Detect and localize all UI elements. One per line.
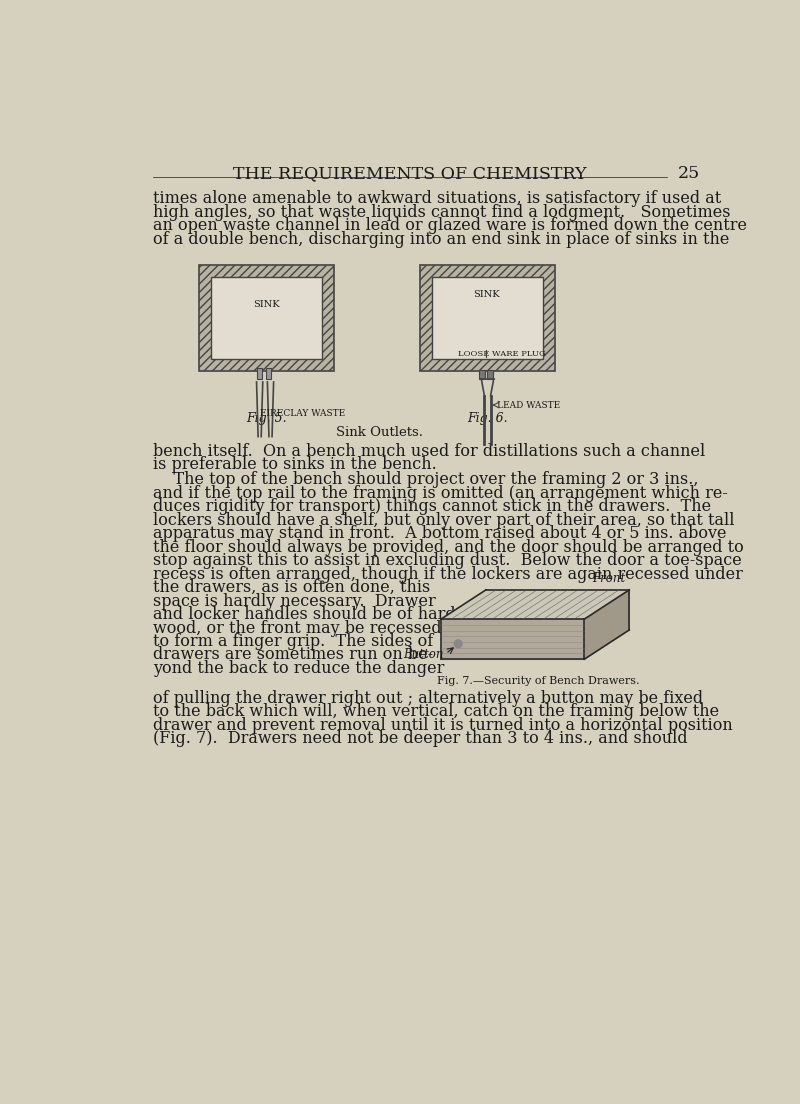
Text: Fig. 6.: Fig. 6. — [467, 412, 508, 425]
Text: drawers are sometimes run on be-: drawers are sometimes run on be- — [153, 647, 433, 664]
Text: of pulling the drawer right out ; alternatively a button may be fixed: of pulling the drawer right out ; altern… — [153, 690, 703, 707]
Text: bench itself.  On a bench much used for distillations such a channel: bench itself. On a bench much used for d… — [153, 443, 705, 459]
Text: Fig. 5.: Fig. 5. — [246, 412, 287, 425]
Text: (Fig. 7).  Drawers need not be deeper than 3 to 4 ins., and should: (Fig. 7). Drawers need not be deeper tha… — [153, 731, 687, 747]
Text: is preferable to sinks in the bench.: is preferable to sinks in the bench. — [153, 456, 437, 474]
Text: to the back which will, when vertical, catch on the framing below the: to the back which will, when vertical, c… — [153, 703, 719, 721]
Polygon shape — [441, 619, 584, 659]
Polygon shape — [584, 590, 630, 659]
Text: LOOSE WARE PLUG: LOOSE WARE PLUG — [458, 350, 546, 358]
Text: of a double bench, discharging into an end sink in place of sinks in the: of a double bench, discharging into an e… — [153, 231, 729, 247]
Text: THE REQUIREMENTS OF CHEMISTRY: THE REQUIREMENTS OF CHEMISTRY — [233, 164, 587, 182]
Circle shape — [454, 640, 462, 648]
Bar — [199, 265, 334, 371]
Bar — [211, 277, 322, 359]
Text: lockers should have a shelf, but only over part of their area, so that tall: lockers should have a shelf, but only ov… — [153, 512, 734, 529]
Text: times alone amenable to awkward situations, is satisfactory if used at: times alone amenable to awkward situatio… — [153, 190, 721, 208]
Bar — [420, 265, 555, 371]
Text: stop against this to assist in excluding dust.  Below the door a toe-space: stop against this to assist in excluding… — [153, 552, 742, 570]
Text: the floor should always be provided, and the door should be arranged to: the floor should always be provided, and… — [153, 539, 743, 555]
Text: wood, or the front may be recessed: wood, or the front may be recessed — [153, 619, 442, 637]
Text: The top of the bench should project over the framing 2 or 3 ins.,: The top of the bench should project over… — [153, 471, 698, 488]
Text: apparatus may stand in front.  A bottom raised about 4 or 5 ins. above: apparatus may stand in front. A bottom r… — [153, 526, 726, 542]
Bar — [479, 370, 485, 379]
Text: SINK: SINK — [253, 299, 279, 309]
Text: to form a finger grip.  The sides of: to form a finger grip. The sides of — [153, 633, 433, 650]
Bar — [199, 265, 334, 371]
Text: space is hardly necessary.  Drawer: space is hardly necessary. Drawer — [153, 593, 435, 609]
Text: Button: Button — [404, 648, 444, 661]
Bar — [432, 277, 543, 359]
Bar — [266, 368, 271, 379]
Text: the drawers, as is often done, this: the drawers, as is often done, this — [153, 580, 430, 596]
Bar — [486, 370, 493, 379]
Text: yond the back to reduce the danger: yond the back to reduce the danger — [153, 660, 444, 677]
Text: Fig. 7.—Security of Bench Drawers.: Fig. 7.—Security of Bench Drawers. — [437, 677, 640, 687]
Text: high angles, so that waste liquids cannot find a lodgment.   Sometimes: high angles, so that waste liquids canno… — [153, 204, 730, 221]
Polygon shape — [441, 590, 630, 619]
Text: and if the top rail to the framing is omitted (an arrangement which re-: and if the top rail to the framing is om… — [153, 485, 727, 501]
Text: 25: 25 — [678, 164, 701, 182]
Text: SINK: SINK — [474, 290, 500, 299]
Text: Front: Front — [592, 572, 626, 585]
Bar — [257, 368, 262, 379]
Text: duces rigidity for transport) things cannot stick in the drawers.  The: duces rigidity for transport) things can… — [153, 498, 711, 516]
Text: FIRECLAY WASTE: FIRECLAY WASTE — [261, 408, 346, 418]
Text: an open waste channel in lead or glazed ware is formed down the centre: an open waste channel in lead or glazed … — [153, 217, 746, 234]
Text: and locker handles should be of hard-: and locker handles should be of hard- — [153, 606, 461, 623]
Text: recess is often arranged, though if the lockers are again recessed under: recess is often arranged, though if the … — [153, 565, 742, 583]
Text: drawer and prevent removal until it is turned into a horizontal position: drawer and prevent removal until it is t… — [153, 716, 733, 734]
Text: LEAD WASTE: LEAD WASTE — [497, 402, 560, 411]
Text: Sink Outlets.: Sink Outlets. — [335, 426, 422, 439]
Bar — [420, 265, 555, 371]
